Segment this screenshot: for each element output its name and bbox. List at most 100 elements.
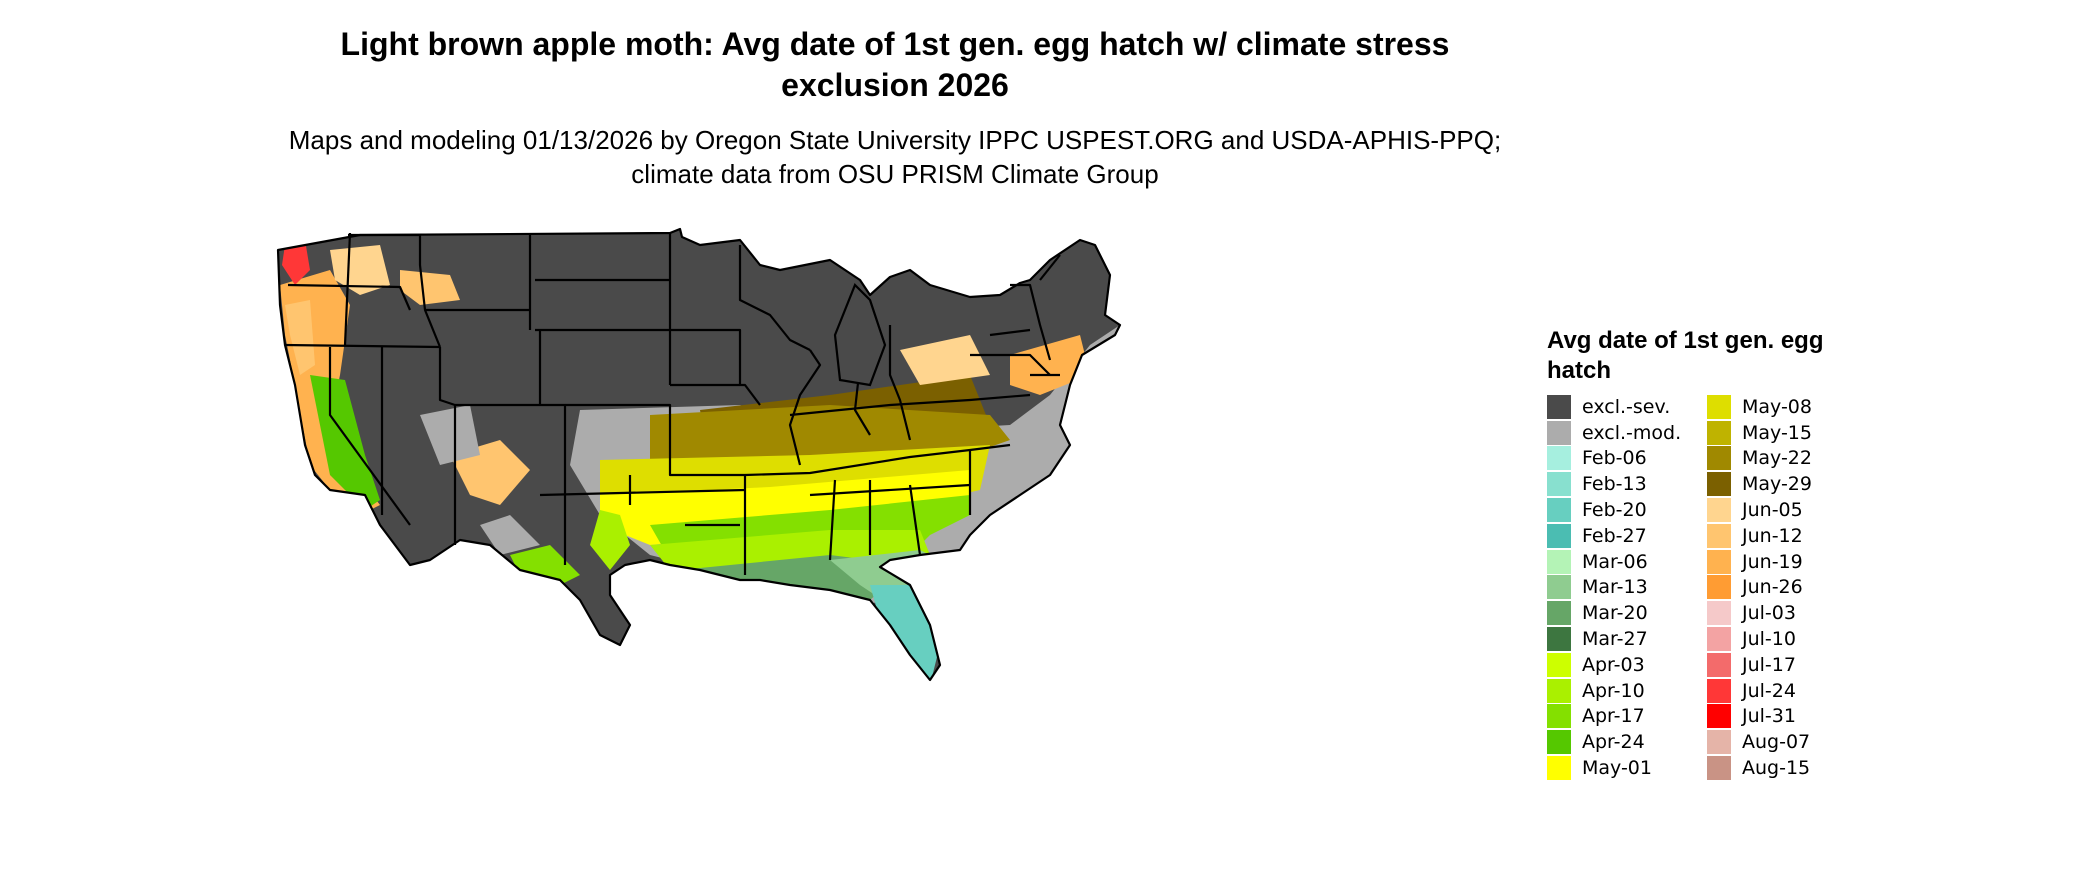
legend-item: Mar-27 bbox=[1547, 626, 1707, 652]
legend-swatch bbox=[1707, 601, 1731, 626]
legend-swatch bbox=[1547, 446, 1571, 471]
legend-swatch bbox=[1547, 498, 1571, 523]
legend-swatch bbox=[1707, 498, 1731, 523]
legend-swatch bbox=[1707, 678, 1731, 703]
legend-item: Jul-24 bbox=[1707, 678, 1867, 704]
legend-label: Feb-06 bbox=[1582, 447, 1647, 470]
legend-swatch bbox=[1707, 627, 1731, 652]
legend-label: Jun-05 bbox=[1742, 499, 1803, 522]
legend-swatch bbox=[1547, 730, 1571, 755]
legend-label: Apr-03 bbox=[1582, 653, 1645, 676]
legend-label: Mar-20 bbox=[1582, 602, 1648, 625]
legend-label: Jun-26 bbox=[1742, 576, 1803, 599]
legend-label: May-15 bbox=[1742, 421, 1812, 444]
legend-item: excl.-mod. bbox=[1547, 420, 1707, 446]
legend-item: Apr-03 bbox=[1547, 652, 1707, 678]
legend-swatch bbox=[1707, 420, 1731, 445]
legend-label: Jun-12 bbox=[1742, 524, 1803, 547]
legend-item: May-22 bbox=[1707, 446, 1867, 472]
legend-item: Mar-20 bbox=[1547, 600, 1707, 626]
legend-columns: excl.-sev. excl.-mod. Feb-06 Feb-13 Feb-20 Fe… bbox=[1547, 394, 1877, 781]
legend-label: Apr-17 bbox=[1582, 705, 1645, 728]
legend-label: Aug-07 bbox=[1742, 731, 1811, 754]
legend-item: excl.-sev. bbox=[1547, 394, 1707, 420]
legend-label: excl.-mod. bbox=[1582, 421, 1682, 444]
state-boundaries bbox=[276, 227, 1122, 682]
legend-swatch bbox=[1707, 549, 1731, 574]
michigan-shape bbox=[833, 283, 887, 387]
legend-swatch bbox=[1547, 472, 1571, 497]
legend-swatch bbox=[1547, 549, 1571, 574]
legend-item: May-29 bbox=[1707, 471, 1867, 497]
legend-swatch bbox=[1547, 756, 1571, 781]
legend-label: Mar-27 bbox=[1582, 628, 1648, 651]
legend-label: Feb-20 bbox=[1582, 499, 1647, 522]
legend-swatch bbox=[1547, 523, 1571, 548]
legend-swatch bbox=[1707, 730, 1731, 755]
legend-swatch bbox=[1547, 704, 1571, 729]
legend-item: Jul-17 bbox=[1707, 652, 1867, 678]
legend-swatch bbox=[1707, 472, 1731, 497]
legend-item: Jun-26 bbox=[1707, 575, 1867, 601]
legend-label: Apr-10 bbox=[1582, 679, 1645, 702]
legend-label: Jul-10 bbox=[1742, 628, 1796, 651]
legend-item: Apr-24 bbox=[1547, 729, 1707, 755]
legend-swatch bbox=[1547, 627, 1571, 652]
legend-swatch bbox=[1707, 704, 1731, 729]
legend-label: excl.-sev. bbox=[1582, 395, 1671, 418]
legend-item: Jul-03 bbox=[1707, 600, 1867, 626]
map-subtitle: Maps and modeling 01/13/2026 by Oregon S… bbox=[288, 125, 1502, 189]
legend-item: May-15 bbox=[1707, 420, 1867, 446]
legend-column: May-08 May-15 May-22 May-29 Jun-05 Jun-12 Jun-… bbox=[1707, 394, 1867, 781]
legend-label: Jul-17 bbox=[1742, 653, 1796, 676]
legend-swatch bbox=[1547, 420, 1571, 445]
legend-swatch bbox=[1707, 756, 1731, 781]
legend-label: May-01 bbox=[1582, 757, 1652, 780]
legend-title: Avg date of 1st gen. egg hatch bbox=[1547, 327, 1824, 384]
legend: Avg date of 1st gen. egg hatch excl.-sev… bbox=[1547, 326, 1877, 781]
legend-item: May-01 bbox=[1547, 755, 1707, 781]
legend-item: Jun-19 bbox=[1707, 549, 1867, 575]
legend-label: Jun-19 bbox=[1742, 550, 1803, 573]
legend-item: Jun-12 bbox=[1707, 523, 1867, 549]
legend-item: Aug-15 bbox=[1707, 755, 1867, 781]
map-title: Light brown apple moth: Avg date of 1st … bbox=[340, 26, 1450, 103]
legend-item: Mar-06 bbox=[1547, 549, 1707, 575]
legend-swatch bbox=[1707, 446, 1731, 471]
legend-label: Jul-24 bbox=[1742, 679, 1796, 702]
legend-label: Jul-03 bbox=[1742, 602, 1796, 625]
legend-item: Jun-05 bbox=[1707, 497, 1867, 523]
legend-item: Feb-27 bbox=[1547, 523, 1707, 549]
legend-swatch bbox=[1707, 394, 1731, 419]
legend-label: May-08 bbox=[1742, 395, 1812, 418]
climate-shading bbox=[278, 229, 1120, 680]
legend-item: Aug-07 bbox=[1707, 729, 1867, 755]
legend-swatch bbox=[1547, 678, 1571, 703]
legend-item: Mar-13 bbox=[1547, 575, 1707, 601]
legend-label: Apr-24 bbox=[1582, 731, 1645, 754]
legend-swatch bbox=[1547, 652, 1571, 677]
legend-item: May-08 bbox=[1707, 394, 1867, 420]
legend-label: Jul-31 bbox=[1742, 705, 1796, 728]
legend-item: Feb-13 bbox=[1547, 471, 1707, 497]
legend-swatch bbox=[1547, 575, 1571, 600]
legend-swatch bbox=[1707, 575, 1731, 600]
legend-swatch bbox=[1547, 394, 1571, 419]
legend-item: Jul-31 bbox=[1707, 704, 1867, 730]
legend-label: Mar-06 bbox=[1582, 550, 1648, 573]
legend-label: May-22 bbox=[1742, 447, 1812, 470]
us-map bbox=[276, 227, 1122, 682]
legend-swatch bbox=[1547, 601, 1571, 626]
legend-column: excl.-sev. excl.-mod. Feb-06 Feb-13 Feb-20 Fe… bbox=[1547, 394, 1707, 781]
legend-swatch bbox=[1707, 652, 1731, 677]
legend-label: Aug-15 bbox=[1742, 757, 1811, 780]
legend-item: Feb-06 bbox=[1547, 446, 1707, 472]
legend-item: Jul-10 bbox=[1707, 626, 1867, 652]
legend-label: Feb-13 bbox=[1582, 473, 1647, 496]
legend-item: Feb-20 bbox=[1547, 497, 1707, 523]
legend-swatch bbox=[1707, 523, 1731, 548]
legend-label: Mar-13 bbox=[1582, 576, 1648, 599]
legend-label: Feb-27 bbox=[1582, 524, 1647, 547]
legend-item: Apr-17 bbox=[1547, 704, 1707, 730]
legend-item: Apr-10 bbox=[1547, 678, 1707, 704]
